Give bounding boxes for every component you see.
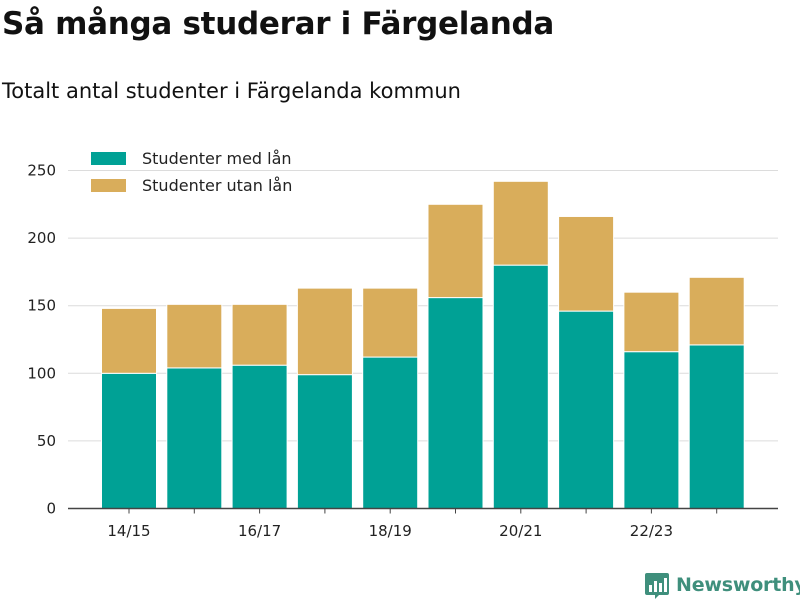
y-tick-label: 0 (46, 500, 56, 518)
y-tick-label: 200 (27, 229, 56, 247)
newsworthy-logo-icon (645, 573, 669, 599)
bar-segment-utan-lan[interactable] (558, 215, 615, 312)
legend-label-med-lan: Studenter med lån (142, 149, 292, 168)
y-tick-label: 50 (37, 432, 56, 450)
x-tick-label: 18/19 (369, 522, 412, 540)
brand-name: Newsworthy (676, 574, 800, 596)
bar-segment-utan-lan[interactable] (492, 180, 549, 266)
bar-segment-utan-lan[interactable] (166, 303, 223, 369)
chart-subtitle: Totalt antal studenter i Färgelanda komm… (2, 79, 461, 103)
bar-segment-utan-lan[interactable] (101, 307, 157, 374)
chart-title: Så många studerar i Färgelanda (2, 6, 554, 42)
bar-segment-med-lan[interactable] (558, 310, 615, 509)
bar-segment-med-lan[interactable] (101, 372, 157, 509)
y-tick-label: 250 (27, 162, 56, 180)
x-tick-label: 16/17 (238, 522, 281, 540)
bar-segment-med-lan[interactable] (166, 367, 223, 509)
bar-segment-utan-lan[interactable] (623, 291, 680, 353)
bar-segment-med-lan[interactable] (231, 364, 288, 509)
y-tick-label: 100 (27, 364, 56, 382)
y-axis-ticks: 0 50 100 150 200 250 (27, 162, 56, 518)
bar-segment-med-lan[interactable] (427, 297, 484, 510)
legend-swatch-utan-lan (91, 179, 126, 192)
legend-swatch-med-lan (91, 152, 126, 165)
bar-segment-med-lan[interactable] (362, 356, 419, 509)
bar-segment-med-lan[interactable] (688, 344, 745, 509)
newsworthy-brand: Newsworthy (644, 571, 800, 599)
bar-segment-utan-lan[interactable] (427, 203, 484, 299)
bars (101, 180, 745, 510)
legend-item-utan-lan[interactable]: Studenter utan lån (91, 176, 292, 195)
legend-label-utan-lan: Studenter utan lån (142, 176, 292, 195)
legend: Studenter med lån Studenter utan lån (91, 149, 292, 195)
x-tick-label: 14/15 (107, 522, 150, 540)
bar-segment-utan-lan[interactable] (231, 303, 288, 366)
bar-segment-utan-lan[interactable] (688, 276, 745, 346)
x-tick-label: 20/21 (499, 522, 542, 540)
bar-segment-utan-lan[interactable] (296, 287, 353, 376)
bar-segment-med-lan[interactable] (492, 264, 549, 510)
bar-segment-med-lan[interactable] (623, 351, 680, 509)
x-tick-label: 22/23 (630, 522, 673, 540)
y-tick-label: 150 (27, 297, 56, 315)
x-axis: 14/15 16/17 18/19 20/21 22/23 (68, 507, 778, 540)
bar-segment-med-lan[interactable] (296, 374, 353, 510)
bar-segment-utan-lan[interactable] (362, 287, 419, 358)
legend-item-med-lan[interactable]: Studenter med lån (91, 149, 292, 168)
